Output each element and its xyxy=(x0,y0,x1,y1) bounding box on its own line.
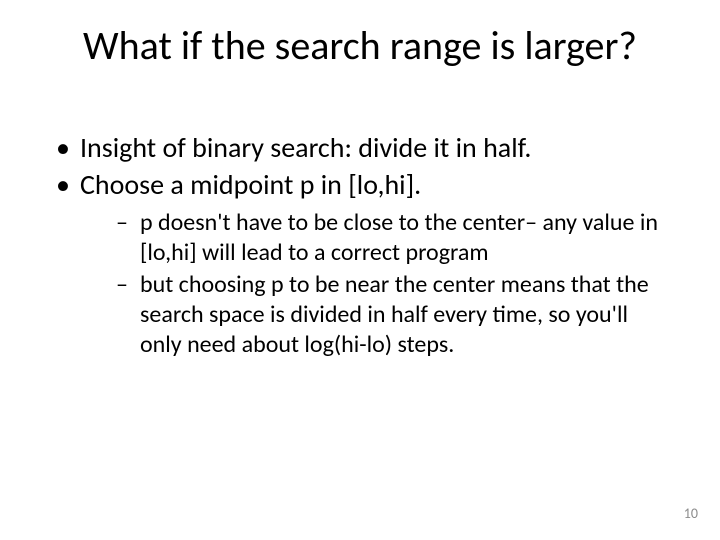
subbullet-item: p doesn't have to be close to the center… xyxy=(116,208,664,268)
slide: What if the search range is larger? Insi… xyxy=(0,0,720,540)
bullet-list-level2: p doesn't have to be close to the center… xyxy=(80,208,664,360)
bullet-item: Choose a midpoint p in [lo,hi]. p doesn'… xyxy=(56,167,664,360)
bullet-list-level1: Insight of binary search: divide it in h… xyxy=(56,130,664,360)
bullet-item: Insight of binary search: divide it in h… xyxy=(56,130,664,165)
subbullet-text: p doesn't have to be close to the center… xyxy=(140,208,658,267)
subbullet-text: but choosing p to be near the center mea… xyxy=(140,270,649,359)
slide-body: Insight of binary search: divide it in h… xyxy=(56,130,664,362)
bullet-text: Choose a midpoint p in [lo,hi]. xyxy=(80,167,421,202)
bullet-text: Insight of binary search: divide it in h… xyxy=(80,130,531,165)
page-number: 10 xyxy=(684,505,698,522)
slide-title: What if the search range is larger? xyxy=(0,24,720,68)
subbullet-item: but choosing p to be near the center mea… xyxy=(116,270,664,360)
